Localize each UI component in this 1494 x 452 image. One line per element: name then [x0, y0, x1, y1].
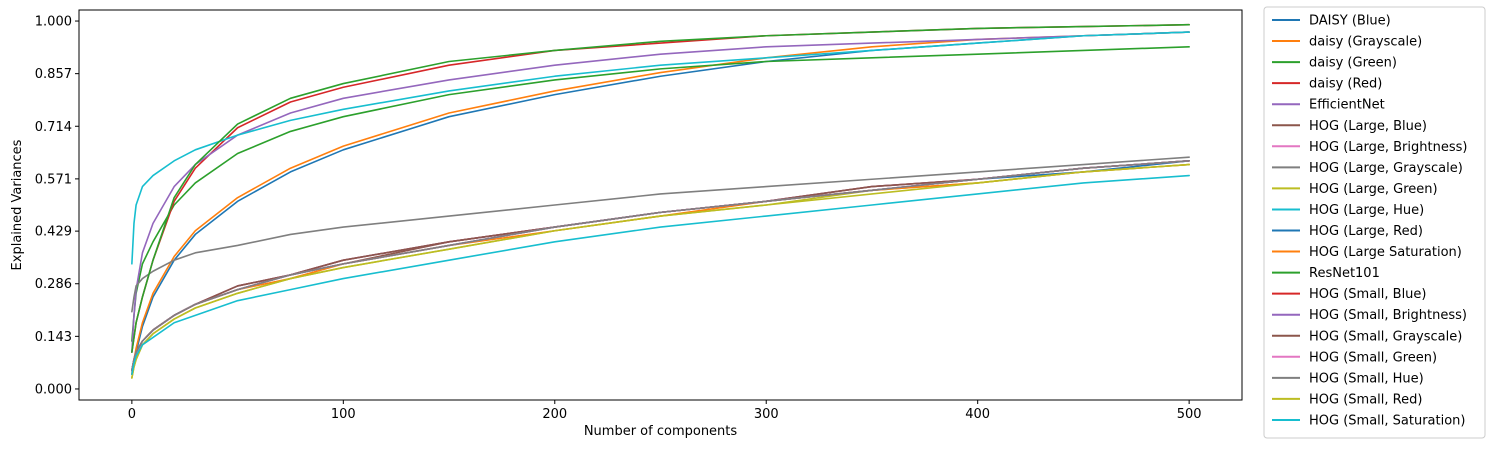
x-tick-label: 300	[754, 407, 779, 422]
y-tick-label: 0.571	[35, 172, 72, 187]
series-line-18	[131, 163, 1190, 379]
legend-label-11: HOG (Large Saturation)	[1309, 245, 1462, 260]
series-layer	[131, 23, 1190, 379]
legend-label-13: HOG (Small, Blue)	[1309, 287, 1427, 302]
legend-label-16: HOG (Small, Green)	[1309, 350, 1437, 365]
legend-label-12: ResNet101	[1309, 266, 1380, 281]
legend-label-7: HOG (Large, Grayscale)	[1309, 161, 1463, 176]
series-line-6	[131, 160, 1190, 372]
y-axis-label: Explained Variances	[10, 139, 25, 270]
series-line-2	[131, 45, 1190, 342]
legend-box	[1263, 6, 1486, 439]
plot-frame	[78, 9, 1243, 401]
series-line-7	[131, 156, 1190, 313]
series-line-17	[131, 160, 1190, 372]
legend-label-17: HOG (Small, Hue)	[1309, 371, 1424, 386]
series-line-4	[131, 31, 1190, 353]
legend-label-19: HOG (Small, Saturation)	[1309, 413, 1466, 428]
series-line-13	[131, 160, 1190, 372]
x-axis: 0 100 200 300 400 500	[128, 400, 1202, 422]
series-line-14	[131, 160, 1190, 372]
legend-label-9: HOG (Large, Hue)	[1309, 203, 1424, 218]
x-tick-label: 0	[128, 407, 136, 422]
y-tick-label: 0.429	[35, 225, 72, 240]
legend-label-14: HOG (Small, Brightness)	[1309, 308, 1467, 323]
series-line-11	[131, 163, 1190, 372]
series-line-12	[131, 23, 1190, 353]
y-tick-label: 0.000	[35, 382, 72, 397]
legend-label-8: HOG (Large, Green)	[1309, 182, 1438, 197]
series-line-10	[131, 160, 1190, 372]
y-tick-label: 1.000	[35, 15, 72, 30]
legend-label-4: EfficientNet	[1309, 98, 1385, 113]
series-line-0	[131, 31, 1190, 376]
legend-label-3: daisy (Red)	[1309, 77, 1382, 92]
x-tick-label: 100	[331, 407, 356, 422]
series-line-1	[131, 31, 1190, 376]
legend: DAISY (Blue) daisy (Grayscale) daisy (Gree…	[1263, 6, 1486, 439]
y-tick-label: 0.286	[35, 277, 72, 292]
x-tick-label: 500	[1177, 407, 1202, 422]
series-line-8	[131, 163, 1190, 379]
legend-label-2: daisy (Green)	[1309, 56, 1397, 71]
x-tick-label: 200	[542, 407, 567, 422]
x-tick-label: 400	[965, 407, 990, 422]
series-line-15	[131, 160, 1190, 372]
series-line-16	[131, 160, 1190, 372]
legend-label-0: DAISY (Blue)	[1309, 14, 1391, 29]
x-axis-label: Number of components	[584, 424, 738, 439]
series-line-9	[131, 31, 1190, 265]
legend-label-10: HOG (Large, Red)	[1309, 224, 1423, 239]
series-line-19	[131, 174, 1190, 376]
y-tick-label: 0.714	[35, 120, 72, 135]
legend-label-18: HOG (Small, Red)	[1309, 392, 1422, 407]
legend-label-1: daisy (Grayscale)	[1309, 35, 1422, 50]
y-tick-label: 0.143	[35, 330, 72, 345]
y-tick-label: 0.857	[35, 67, 72, 82]
y-axis: 0.000 0.143 0.286 0.429 0.571 0.714 0.857 1.000	[35, 15, 79, 397]
legend-label-5: HOG (Large, Blue)	[1309, 119, 1427, 134]
series-line-5	[131, 160, 1190, 372]
legend-label-6: HOG (Large, Brightness)	[1309, 140, 1467, 155]
legend-label-15: HOG (Small, Grayscale)	[1309, 329, 1462, 344]
